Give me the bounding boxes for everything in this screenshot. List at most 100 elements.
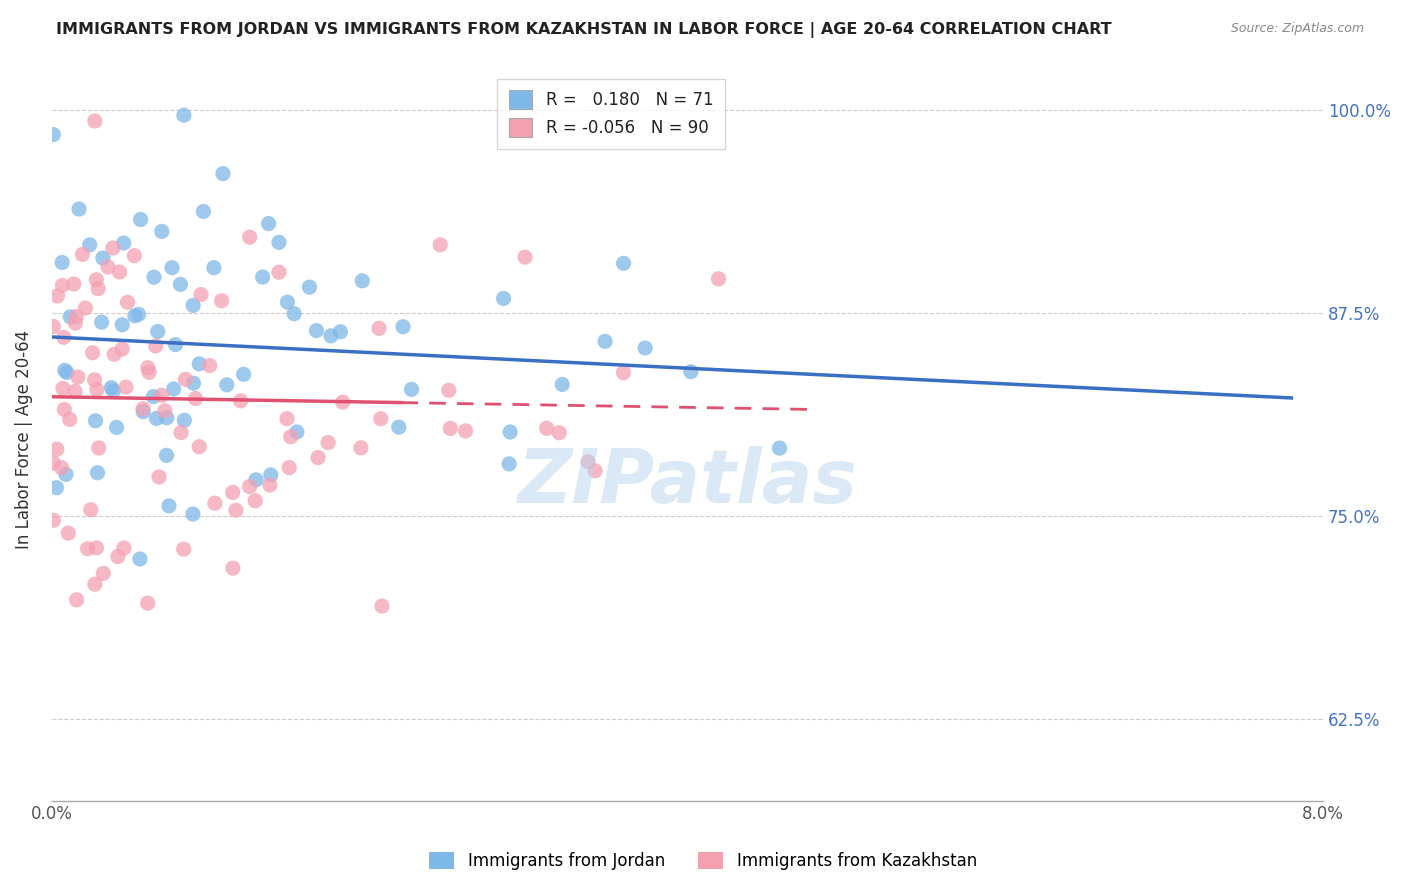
Point <box>101 241 124 255</box>
Point <box>190 287 212 301</box>
Point <box>316 435 339 450</box>
Point <box>136 360 159 375</box>
Point <box>278 460 301 475</box>
Point <box>257 217 280 231</box>
Point <box>82 345 104 359</box>
Point <box>62 277 84 291</box>
Point <box>86 466 108 480</box>
Point <box>63 384 86 399</box>
Point <box>138 365 160 379</box>
Point <box>124 309 146 323</box>
Point <box>188 357 211 371</box>
Point <box>129 552 152 566</box>
Point <box>225 503 247 517</box>
Point <box>498 457 520 471</box>
Point <box>145 339 167 353</box>
Point <box>87 282 110 296</box>
Point <box>91 566 114 581</box>
Point <box>173 413 195 427</box>
Point <box>536 421 558 435</box>
Point <box>150 388 173 402</box>
Point <box>86 541 108 555</box>
Point <box>107 549 129 564</box>
Point <box>260 467 283 482</box>
Point <box>305 324 328 338</box>
Point <box>173 108 195 122</box>
Point <box>157 499 180 513</box>
Point <box>215 377 238 392</box>
Point <box>276 295 298 310</box>
Point <box>53 402 76 417</box>
Point <box>679 365 702 379</box>
Point <box>97 260 120 274</box>
Legend: R =   0.180   N = 71, R = -0.056   N = 90: R = 0.180 N = 71, R = -0.056 N = 90 <box>498 78 725 149</box>
Point <box>169 277 191 292</box>
Point <box>51 460 73 475</box>
Point <box>66 370 89 384</box>
Point <box>245 493 267 508</box>
Point <box>429 238 451 252</box>
Point <box>170 425 193 440</box>
Point <box>112 541 135 555</box>
Point <box>65 310 87 324</box>
Point <box>437 384 460 398</box>
Point <box>576 455 599 469</box>
Point <box>132 404 155 418</box>
Point <box>329 325 352 339</box>
Point <box>332 395 354 409</box>
Point <box>59 412 82 426</box>
Point <box>84 273 107 287</box>
Point <box>83 373 105 387</box>
Point <box>87 441 110 455</box>
Point <box>84 414 107 428</box>
Point <box>548 425 571 440</box>
Point <box>136 596 159 610</box>
Point <box>229 393 252 408</box>
Point <box>65 592 87 607</box>
Point <box>146 325 169 339</box>
Point <box>52 381 75 395</box>
Point <box>143 270 166 285</box>
Point <box>239 230 262 244</box>
Point <box>239 479 262 493</box>
Point <box>285 425 308 439</box>
Point <box>259 478 281 492</box>
Point <box>105 420 128 434</box>
Point <box>276 411 298 425</box>
Text: Source: ZipAtlas.com: Source: ZipAtlas.com <box>1230 22 1364 36</box>
Point <box>188 440 211 454</box>
Point <box>76 541 98 556</box>
Point <box>388 420 411 434</box>
Point <box>167 0 190 4</box>
Point <box>499 425 522 439</box>
Y-axis label: In Labor Force | Age 20-64: In Labor Force | Age 20-64 <box>15 329 32 549</box>
Point <box>267 265 290 279</box>
Point <box>307 450 329 465</box>
Point <box>117 295 139 310</box>
Point <box>132 401 155 416</box>
Point <box>350 441 373 455</box>
Point <box>371 599 394 613</box>
Point <box>58 526 80 541</box>
Point <box>91 251 114 265</box>
Point <box>222 561 245 575</box>
Point <box>83 114 105 128</box>
Point <box>111 318 134 332</box>
Point <box>156 410 179 425</box>
Point <box>150 224 173 238</box>
Point <box>124 249 146 263</box>
Text: IMMIGRANTS FROM JORDAN VS IMMIGRANTS FROM KAZAKHSTAN IN LABOR FORCE | AGE 20-64 : IMMIGRANTS FROM JORDAN VS IMMIGRANTS FRO… <box>56 22 1112 38</box>
Point <box>42 128 65 142</box>
Point <box>202 260 225 275</box>
Point <box>184 392 207 406</box>
Point <box>51 255 73 269</box>
Point <box>181 507 204 521</box>
Point <box>163 382 186 396</box>
Point <box>75 301 97 315</box>
Point <box>612 256 634 270</box>
Point <box>148 470 170 484</box>
Point <box>368 321 391 335</box>
Point <box>454 424 477 438</box>
Point <box>160 260 183 275</box>
Point <box>583 464 606 478</box>
